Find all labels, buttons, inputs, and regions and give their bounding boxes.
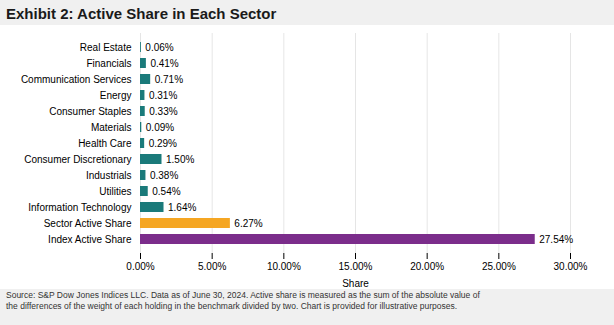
svg-text:Materials: Materials — [91, 122, 132, 133]
svg-text:0.71%: 0.71% — [155, 74, 183, 85]
svg-text:Consumer Staples: Consumer Staples — [49, 106, 131, 117]
svg-text:20.00%: 20.00% — [410, 261, 444, 272]
svg-text:27.54%: 27.54% — [539, 234, 573, 245]
svg-text:0.06%: 0.06% — [145, 42, 173, 53]
svg-text:0.41%: 0.41% — [150, 58, 178, 69]
svg-text:Utilities: Utilities — [99, 186, 131, 197]
svg-text:0.54%: 0.54% — [152, 186, 180, 197]
svg-text:6.27%: 6.27% — [234, 218, 262, 229]
svg-text:0.29%: 0.29% — [149, 138, 177, 149]
svg-text:30.00%: 30.00% — [554, 261, 588, 272]
svg-text:5.00%: 5.00% — [198, 261, 226, 272]
svg-text:0.00%: 0.00% — [126, 261, 154, 272]
svg-text:25.00%: 25.00% — [482, 261, 516, 272]
svg-text:Information Technology: Information Technology — [28, 202, 131, 213]
svg-text:0.38%: 0.38% — [150, 170, 178, 181]
svg-text:0.09%: 0.09% — [146, 122, 174, 133]
svg-text:Sector Active Share: Sector Active Share — [44, 218, 132, 229]
svg-text:Industrials: Industrials — [86, 170, 132, 181]
svg-text:Index Active Share: Index Active Share — [48, 234, 132, 245]
svg-text:Energy: Energy — [100, 90, 132, 101]
svg-text:Share: Share — [342, 278, 369, 289]
svg-text:Health Care: Health Care — [78, 138, 132, 149]
svg-text:0.31%: 0.31% — [149, 90, 177, 101]
html-text:Exhibit 2: Active Share in Eac: Exhibit 2: Active Share in Each Sector — [6, 5, 277, 22]
svg-text:Real Estate: Real Estate — [80, 42, 132, 53]
svg-text:10.00%: 10.00% — [267, 261, 301, 272]
svg-text:Financials: Financials — [86, 58, 131, 69]
svg-text:1.64%: 1.64% — [168, 202, 196, 213]
svg-text:1.50%: 1.50% — [166, 154, 194, 165]
svg-text:Communication Services: Communication Services — [21, 74, 132, 85]
html-text:Source: S&P Dow Jones Indices: Source: S&P Dow Jones Indices LLC. Data … — [6, 290, 480, 311]
svg-text:0.33%: 0.33% — [149, 106, 177, 117]
svg-text:15.00%: 15.00% — [339, 261, 373, 272]
svg-text:Consumer Discretionary: Consumer Discretionary — [24, 154, 131, 165]
